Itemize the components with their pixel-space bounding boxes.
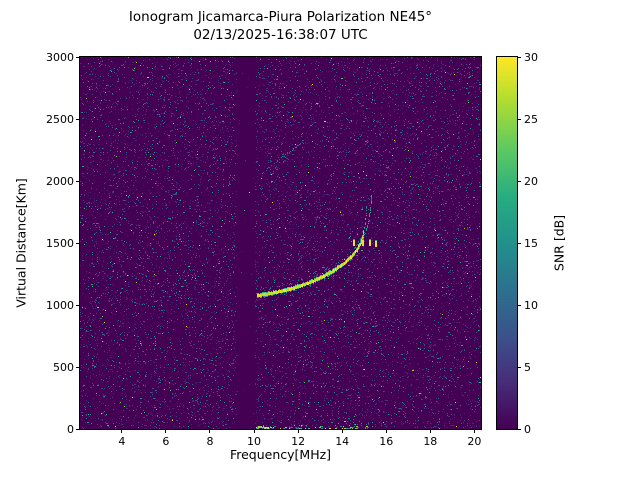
chart-title: Ionogram Jicamarca-Piura Polarization NE… [128,9,433,25]
colorbar-tick-mark [517,56,521,58]
colorbar-tick-label: 25 [524,113,538,126]
y-tick-label: 500 [53,361,74,374]
colorbar-tick-mark [517,304,521,306]
x-tick-label: 10 [247,435,262,448]
colorbar-tick-mark [517,242,521,244]
colorbar-tick-label: 5 [524,361,531,374]
chart-subtitle: 02/13/2025-16:38:07 UTC [193,27,368,43]
y-axis-label: Virtual Distance[Km] [13,178,29,308]
x-tick-mark [297,429,299,433]
y-tick-label: 0 [67,423,74,436]
x-axis-label: Frequency[MHz] [229,447,332,462]
y-tick-mark [76,56,80,58]
y-tick-mark [76,242,80,244]
x-tick-mark [165,429,167,433]
y-tick-label: 2000 [46,175,74,188]
x-tick-label: 12 [291,435,306,448]
colorbar-tick-mark [517,180,521,182]
y-tick-label: 1500 [46,237,74,250]
colorbar-tick-label: 0 [524,423,531,436]
colorbar-tick-label: 15 [524,237,538,250]
y-tick-label: 2500 [46,113,74,126]
colorbar-tick-mark [517,366,521,368]
x-tick-label: 16 [379,435,394,448]
x-tick-mark [209,429,211,433]
y-tick-mark [76,118,80,120]
x-tick-mark [429,429,431,433]
colorbar-tick-label: 10 [524,299,538,312]
y-tick-mark [76,180,80,182]
x-tick-label: 14 [335,435,350,448]
y-tick-label: 1000 [46,299,74,312]
colorbar-tick-label: 30 [524,51,538,64]
colorbar-gradient [496,56,518,430]
y-tick-mark [76,366,80,368]
x-tick-mark [473,429,475,433]
x-tick-mark [121,429,123,433]
x-tick-label: 18 [423,435,438,448]
ionogram-heatmap [79,56,482,430]
colorbar-label: SNR [dB] [551,214,567,272]
x-tick-mark [385,429,387,433]
y-tick-mark [76,428,80,430]
y-tick-label: 3000 [46,51,74,64]
y-tick-mark [76,304,80,306]
x-tick-label: 8 [206,435,214,448]
x-tick-label: 4 [118,435,126,448]
colorbar-tick-mark [517,428,521,430]
colorbar-tick-mark [517,118,521,120]
x-tick-mark [341,429,343,433]
colorbar-tick-label: 20 [524,175,538,188]
x-tick-mark [253,429,255,433]
x-tick-label: 6 [162,435,170,448]
x-tick-label: 20 [467,435,482,448]
